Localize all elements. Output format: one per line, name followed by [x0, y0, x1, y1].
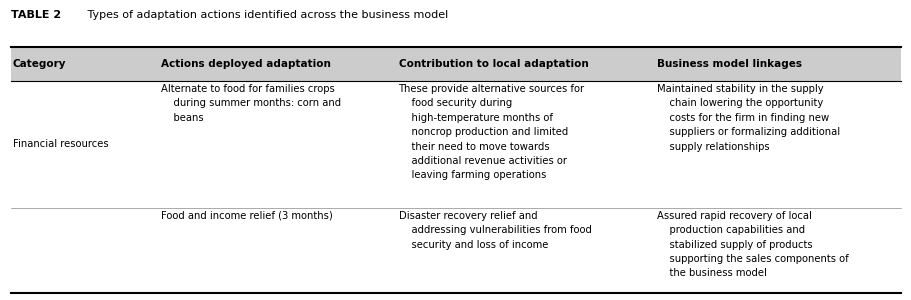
Text: Alternate to food for families crops
    during summer months: corn and
    bean: Alternate to food for families crops dur…	[161, 84, 342, 123]
Bar	[11, 46, 900, 81]
Text: TABLE 2: TABLE 2	[11, 11, 61, 20]
Text: Assured rapid recovery of local
    production capabilities and
    stabilized s: Assured rapid recovery of local producti…	[656, 211, 847, 278]
Text: Disaster recovery relief and
    addressing vulnerabilities from food
    securi: Disaster recovery relief and addressing …	[398, 211, 590, 250]
Text: Financial resources: Financial resources	[13, 140, 108, 149]
Text: Types of adaptation actions identified across the business model: Types of adaptation actions identified a…	[77, 11, 447, 20]
Text: Category: Category	[13, 59, 67, 69]
Text: Actions deployed adaptation: Actions deployed adaptation	[161, 59, 331, 69]
Text: Food and income relief (3 months): Food and income relief (3 months)	[161, 211, 333, 221]
Text: These provide alternative sources for
    food security during
    high-temperat: These provide alternative sources for fo…	[398, 84, 584, 180]
Text: Contribution to local adaptation: Contribution to local adaptation	[398, 59, 588, 69]
Text: Maintained stability in the supply
    chain lowering the opportunity
    costs : Maintained stability in the supply chain…	[656, 84, 839, 152]
Text: Business model linkages: Business model linkages	[656, 59, 801, 69]
